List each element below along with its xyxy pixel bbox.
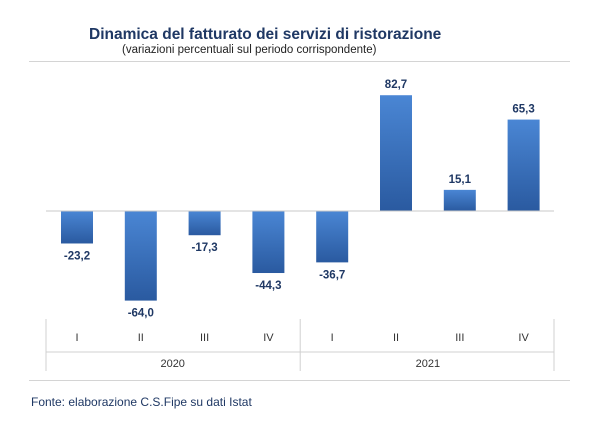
bar xyxy=(124,211,157,301)
data-label: -64,0 xyxy=(128,308,154,320)
x-tick-label: I xyxy=(75,332,78,344)
x-tick-label: II xyxy=(393,332,399,344)
chart-subtitle: (variazioni percentuali sul periodo corr… xyxy=(122,44,377,56)
chart-title: Dinamica del fatturato dei servizi di ri… xyxy=(89,26,442,43)
bar xyxy=(316,211,349,263)
x-tick-label: III xyxy=(455,332,464,344)
data-label: -23,2 xyxy=(64,250,90,262)
data-label: -17,3 xyxy=(191,242,217,254)
x-tick-label: IV xyxy=(518,332,529,344)
bar xyxy=(252,211,285,274)
bar xyxy=(507,119,540,211)
data-label: -36,7 xyxy=(319,269,345,281)
x-tick-label: II xyxy=(138,332,144,344)
x-group-label: 2020 xyxy=(160,358,184,370)
bar xyxy=(380,95,412,211)
bar xyxy=(188,211,221,236)
plot-area xyxy=(29,61,570,381)
x-group-label: 2021 xyxy=(416,358,440,370)
data-label: 15,1 xyxy=(449,174,472,186)
data-label: -44,3 xyxy=(255,280,281,292)
bar xyxy=(443,189,476,211)
x-tick-label: I xyxy=(331,332,334,344)
bar xyxy=(61,211,93,244)
x-tick-label: IV xyxy=(263,332,274,344)
data-label: 65,3 xyxy=(512,104,534,116)
source-note: Fonte: elaborazione C.S.Fipe su dati Ist… xyxy=(31,395,252,409)
x-tick-label: III xyxy=(200,332,209,344)
data-label: 82,7 xyxy=(385,79,407,91)
